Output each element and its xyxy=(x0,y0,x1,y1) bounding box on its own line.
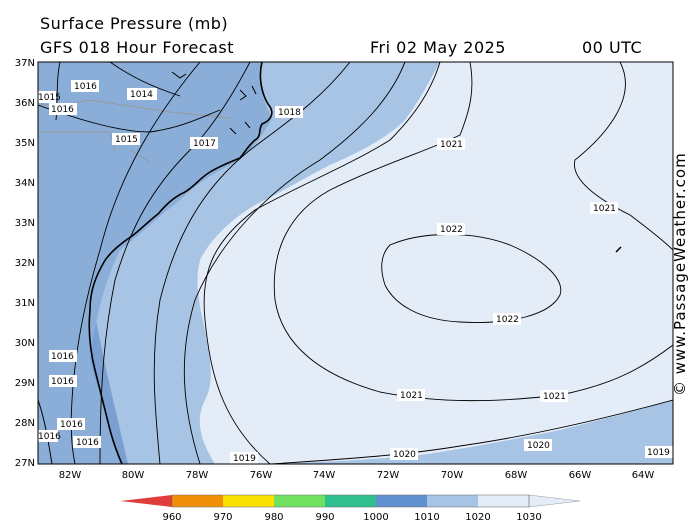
svg-text:1016: 1016 xyxy=(51,377,74,387)
plot-area: 1014 1015 1015 1016 1016 1016 1016 1016 … xyxy=(38,62,673,464)
contour-label: 1016 xyxy=(73,436,101,448)
contour-label: 1019 xyxy=(230,452,258,464)
svg-text:1014: 1014 xyxy=(130,90,153,100)
lon-label: 72W xyxy=(377,470,400,481)
site-credit: © www.PassageWeather.com xyxy=(671,356,691,396)
legend-swatch xyxy=(274,495,325,507)
svg-text:1016: 1016 xyxy=(60,420,83,430)
legend-tick: 960 xyxy=(162,512,181,523)
lat-label: 34N xyxy=(15,178,35,189)
lon-label: 70W xyxy=(441,470,464,481)
svg-text:1016: 1016 xyxy=(74,82,97,92)
contour-label: 1019 xyxy=(645,446,673,458)
contour-label: 1016 xyxy=(57,418,85,430)
svg-text:1022: 1022 xyxy=(440,225,463,235)
lat-label: 29N xyxy=(15,378,35,389)
svg-text:1021: 1021 xyxy=(593,204,616,214)
contour-label: 1021 xyxy=(437,138,465,150)
contour-label: 1017 xyxy=(190,137,218,149)
contour-label: 1021 xyxy=(397,389,425,401)
svg-text:1021: 1021 xyxy=(543,392,566,402)
lon-label: 80W xyxy=(122,470,145,481)
lat-label: 30N xyxy=(15,338,35,349)
svg-text:1018: 1018 xyxy=(278,108,301,118)
contour-label: 1022 xyxy=(493,313,521,325)
contour-label: 1016 xyxy=(49,375,77,387)
legend-tick: 970 xyxy=(213,512,232,523)
legend-tick: 1010 xyxy=(414,512,439,523)
lon-label: 78W xyxy=(186,470,209,481)
lat-label: 33N xyxy=(15,218,35,229)
contour-label: 1016 xyxy=(71,80,99,92)
lat-label: 37N xyxy=(15,58,35,69)
svg-text:1020: 1020 xyxy=(527,441,550,451)
lat-label: 31N xyxy=(15,298,35,309)
contour-label: 1016 xyxy=(38,430,61,442)
legend-swatch xyxy=(478,495,529,507)
legend-swatch xyxy=(172,495,223,507)
lat-label: 35N xyxy=(15,138,35,149)
contour-label: 1015 xyxy=(112,133,140,145)
svg-text:1019: 1019 xyxy=(233,454,256,464)
contour-label: 1015 xyxy=(38,91,61,103)
legend-swatch xyxy=(325,495,376,507)
svg-text:1016: 1016 xyxy=(51,352,74,362)
contour-label: 1016 xyxy=(49,350,77,362)
svg-text:1017: 1017 xyxy=(193,139,216,149)
contour-label: 1022 xyxy=(437,223,465,235)
lat-label: 32N xyxy=(15,258,35,269)
lon-label: 64W xyxy=(632,470,655,481)
legend-tick: 980 xyxy=(264,512,283,523)
legend-tick: 1020 xyxy=(465,512,490,523)
legend-tick: 1030 xyxy=(516,512,541,523)
legend-tick: 1000 xyxy=(363,512,388,523)
contour-label: 1016 xyxy=(49,103,77,115)
lon-label: 66W xyxy=(569,470,592,481)
contour-label: 1020 xyxy=(524,439,552,451)
contour-label: 1020 xyxy=(390,448,418,460)
svg-text:1020: 1020 xyxy=(393,450,416,460)
lon-label: 76W xyxy=(250,470,273,481)
contour-label: 1021 xyxy=(590,202,618,214)
latitude-axis: 37N 36N 35N 34N 33N 32N 31N 30N 29N 28N … xyxy=(15,58,35,469)
svg-text:1016: 1016 xyxy=(76,438,99,448)
svg-text:1021: 1021 xyxy=(440,140,463,150)
svg-text:1019: 1019 xyxy=(647,448,670,458)
contour-label: 1018 xyxy=(275,106,303,118)
svg-text:1021: 1021 xyxy=(400,391,423,401)
longitude-axis: 82W 80W 78W 76W 74W 72W 70W 68W 66W 64W xyxy=(59,470,655,481)
svg-text:1015: 1015 xyxy=(38,93,61,103)
svg-text:1016: 1016 xyxy=(38,432,61,442)
lon-label: 74W xyxy=(313,470,336,481)
legend-swatch xyxy=(376,495,427,507)
lat-label: 27N xyxy=(15,458,35,469)
legend-tick: 990 xyxy=(315,512,334,523)
legend-swatch xyxy=(223,495,274,507)
lon-label: 68W xyxy=(505,470,528,481)
contour-label: 1014 xyxy=(127,88,157,100)
contour-label: 1021 xyxy=(540,390,568,402)
svg-text:1022: 1022 xyxy=(496,315,519,325)
lon-label: 82W xyxy=(59,470,82,481)
legend-swatch xyxy=(427,495,478,507)
legend-left-arrow xyxy=(120,495,172,507)
pressure-legend: 960 970 980 990 1000 1010 1020 1030 xyxy=(120,495,580,523)
lat-label: 36N xyxy=(15,98,35,109)
svg-text:1015: 1015 xyxy=(115,135,138,145)
svg-text:1016: 1016 xyxy=(51,105,74,115)
lat-label: 28N xyxy=(15,418,35,429)
legend-right-arrow xyxy=(529,495,580,507)
